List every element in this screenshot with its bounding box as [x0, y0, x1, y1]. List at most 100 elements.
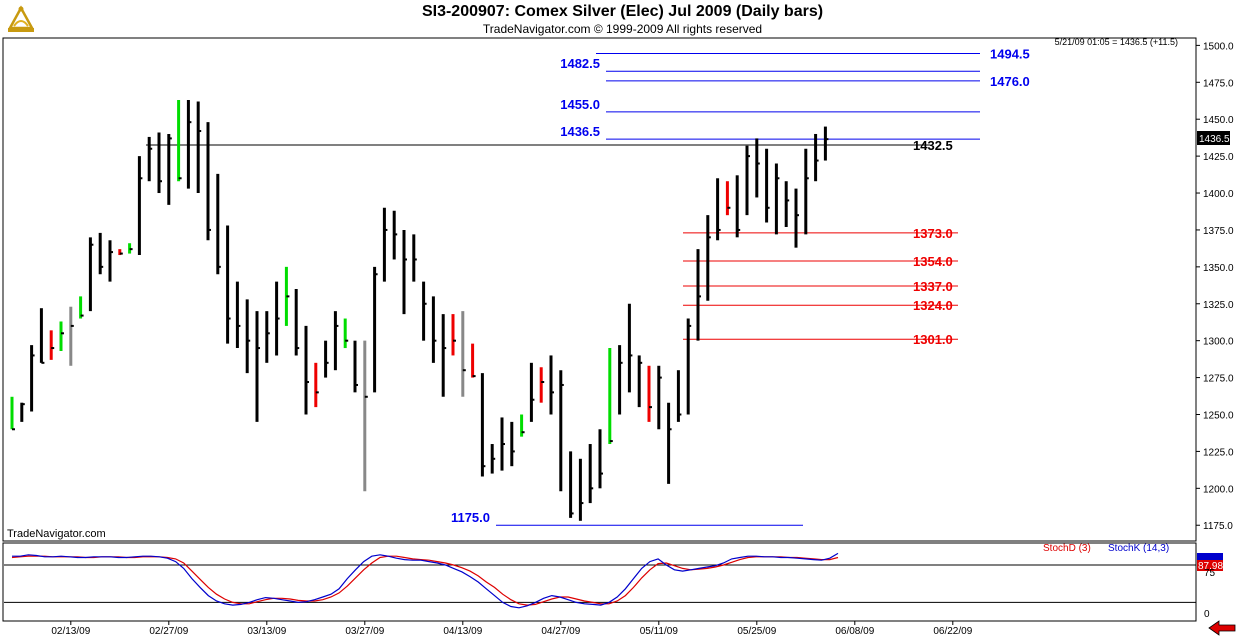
ohlc-bar — [353, 340, 358, 393]
ohlc-bar — [608, 348, 613, 445]
level-label: 1436.5 — [560, 124, 600, 139]
ohlc-bar — [549, 355, 554, 415]
price-tick-label: 1275.0 — [1203, 374, 1234, 385]
ohlc-bar — [20, 402, 25, 422]
price-tick-label: 1450.0 — [1203, 115, 1234, 126]
ohlc-bar — [765, 148, 770, 223]
ohlc-bar — [755, 138, 760, 198]
ohlc-bar — [618, 345, 623, 415]
ohlc-bar — [637, 355, 643, 408]
ohlc-bar — [373, 266, 378, 393]
ohlc-bar — [441, 314, 447, 397]
ohlc-bar — [343, 318, 349, 349]
ohlc-bar — [814, 133, 819, 182]
date-tick-label: 05/25/09 — [737, 626, 776, 637]
ohlc-bar — [823, 126, 829, 161]
ohlc-bar — [784, 181, 790, 227]
ohlc-bar — [79, 296, 84, 319]
chart-header: SI3-200907: Comex Silver (Elec) Jul 2009… — [0, 0, 1245, 38]
level-label: 1337.0 — [913, 279, 953, 294]
ohlc-bar — [206, 122, 211, 241]
price-tick-label: 1300.0 — [1203, 337, 1234, 348]
date-tick-label: 06/22/09 — [933, 626, 972, 637]
level-label: 1432.5 — [913, 138, 953, 153]
ohlc-bar — [569, 451, 574, 518]
ohlc-bar — [520, 414, 525, 437]
horizontal-levels: 1494.5 1482.5 1476.0 1455.0 1436.5 1432.5 1373… — [146, 47, 1030, 526]
stoch-axis-75: 75 — [1204, 568, 1216, 579]
level-label: 1455.0 — [560, 97, 600, 112]
sextant-logo-icon — [7, 5, 35, 32]
ohlc-bar — [284, 266, 290, 326]
stoch-axis-0: 0 — [1204, 609, 1210, 620]
ohlc-bar — [128, 243, 133, 254]
ohlc-bar — [510, 421, 515, 467]
ohlc-bar — [774, 163, 780, 235]
ohlc-bar — [667, 402, 672, 484]
level-label: 1494.5 — [990, 47, 1030, 62]
level-label: 1354.0 — [913, 254, 953, 269]
ohlc-bar — [245, 299, 251, 374]
price-panel-frame — [2, 37, 1197, 542]
price-tick-label: 1350.0 — [1203, 263, 1234, 274]
chart-subtitle: TradeNavigator.com © 1999-2009 All right… — [482, 22, 763, 36]
ohlc-bar — [363, 340, 368, 492]
date-tick-label: 05/11/09 — [640, 626, 679, 637]
ohlc-bar — [255, 311, 260, 422]
ohlc-bar — [745, 145, 750, 216]
price-tick-label: 1500.0 — [1203, 41, 1234, 52]
ohlc-bar — [275, 281, 280, 356]
level-label: 1175.0 — [451, 510, 490, 525]
last-price-tag: 1436.5 — [1197, 131, 1230, 145]
date-axis: 02/13/09 02/27/09 03/13/09 03/27/09 04/13/09… — [51, 621, 973, 637]
stoch-d-line — [11, 555, 839, 606]
ohlc-bar — [226, 225, 231, 344]
ohlc-bar — [294, 289, 300, 356]
ohlc-bar — [716, 178, 721, 241]
ohlc-bar — [529, 362, 535, 422]
price-tick-label: 1325.0 — [1203, 300, 1234, 311]
ohlc-bar — [676, 370, 682, 422]
chart-title: SI3-200907: Comex Silver (Elec) Jul 2009… — [421, 3, 824, 20]
date-tick-label: 03/27/09 — [345, 626, 384, 637]
ohlc-bar — [167, 133, 172, 205]
ohlc-bar — [402, 229, 407, 315]
scroll-arrow-icon[interactable] — [1208, 620, 1236, 636]
stoch-value-label: 87.98 — [1198, 561, 1223, 572]
ohlc-bar — [98, 232, 104, 275]
ohlc-bar — [422, 281, 427, 341]
ohlc-bar — [235, 281, 241, 349]
ohlc-bar — [578, 458, 584, 521]
ohlc-bar — [333, 311, 339, 371]
ohlc-bar — [725, 181, 731, 216]
ohlc-bar — [147, 136, 153, 182]
ohlc-bar — [186, 100, 192, 189]
ohlc-bar — [500, 417, 505, 471]
ohlc-bar — [324, 340, 329, 378]
level-label: 1324.0 — [913, 298, 953, 313]
ohlc-bar — [647, 365, 652, 422]
ohlc-bar — [137, 156, 143, 256]
stoch-value-tag: 87.98 — [1197, 553, 1223, 572]
ohlc-bar — [88, 237, 94, 312]
date-tick-label: 06/08/09 — [835, 626, 874, 637]
quote-readout: 5/21/09 01:05 = 1436.5 (+11.5) — [1055, 37, 1178, 47]
price-tick-label: 1400.0 — [1203, 189, 1234, 200]
date-tick-label: 02/27/09 — [149, 626, 188, 637]
ohlc-bar — [108, 240, 113, 282]
ohlc-bar — [696, 249, 701, 341]
ohlc-bar — [265, 311, 270, 363]
ohlc-bar — [539, 367, 545, 403]
price-tick-label: 1375.0 — [1203, 226, 1234, 237]
ohlc-bar — [39, 308, 45, 364]
ohlc-bar — [461, 311, 466, 397]
ohlc-bar — [157, 132, 162, 194]
date-tick-label: 02/13/09 — [51, 626, 90, 637]
ohlc-bar — [177, 100, 182, 182]
ohlc-bar — [196, 101, 202, 194]
ohlc-bar — [490, 444, 496, 474]
ohlc-bar — [480, 373, 486, 477]
date-tick-label: 04/13/09 — [443, 626, 482, 637]
level-label: 1373.0 — [913, 226, 953, 241]
